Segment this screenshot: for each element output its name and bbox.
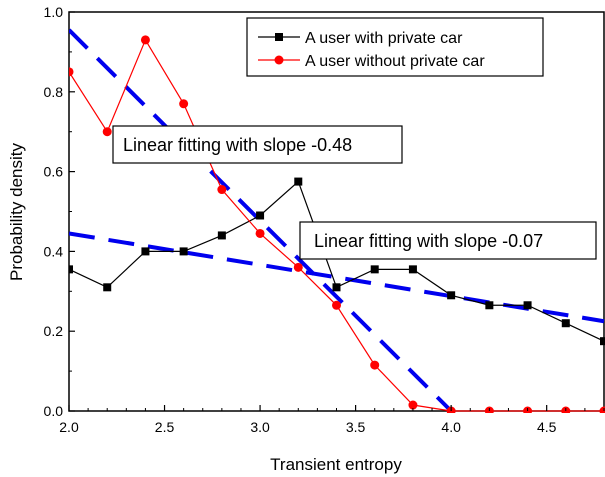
y-axis-label: Probability density xyxy=(7,143,26,281)
data-point-square xyxy=(600,337,605,345)
data-point-square xyxy=(256,211,264,219)
annotation-text: Linear fitting with slope -0.48 xyxy=(123,135,352,155)
y-tick-label: 0.0 xyxy=(44,403,64,419)
data-point-circle xyxy=(217,185,226,194)
y-tick-label: 0.2 xyxy=(44,323,64,339)
data-point-square xyxy=(409,265,417,273)
data-point-square xyxy=(103,283,111,291)
y-tick-label: 1.0 xyxy=(44,4,64,20)
annotation-text: Linear fitting with slope -0.07 xyxy=(314,231,543,251)
y-tick-label: 0.6 xyxy=(44,164,64,180)
data-point-circle xyxy=(179,99,188,108)
legend-label: A user with private car xyxy=(305,30,463,47)
x-tick-label: 4.5 xyxy=(537,419,557,435)
fit-lines xyxy=(69,30,604,411)
data-point-square xyxy=(65,265,73,273)
legend-marker-square xyxy=(275,33,283,41)
data-point-square xyxy=(524,301,532,309)
legend-label: A user without private car xyxy=(305,53,485,70)
data-point-circle xyxy=(332,301,341,310)
data-point-square xyxy=(218,231,226,239)
data-point-square xyxy=(562,319,570,327)
y-tick-label: 0.8 xyxy=(44,84,64,100)
data-point-circle xyxy=(103,127,112,136)
x-tick-label: 4.0 xyxy=(441,419,461,435)
data-point-square xyxy=(294,178,302,186)
data-point-circle xyxy=(370,361,379,370)
x-tick-label: 2.5 xyxy=(155,419,175,435)
x-tick-label: 3.5 xyxy=(346,419,366,435)
data-point-square xyxy=(141,247,149,255)
data-point-circle xyxy=(256,229,265,238)
y-tick-label: 0.4 xyxy=(44,243,64,259)
x-axis-label: Transient entropy xyxy=(270,455,402,474)
series-line-0 xyxy=(69,182,604,342)
x-tick-label: 3.0 xyxy=(250,419,270,435)
annotations: Linear fitting with slope -0.48 Linear fi… xyxy=(113,126,596,259)
data-point-square xyxy=(333,283,341,291)
data-point-square xyxy=(485,301,493,309)
data-point-circle xyxy=(141,35,150,44)
data-point-square xyxy=(180,247,188,255)
data-point-square xyxy=(371,265,379,273)
data-point-circle xyxy=(294,263,303,272)
legend: A user with private car A user without pr… xyxy=(247,18,543,76)
data-point-circle xyxy=(65,67,74,76)
legend-marker-circle xyxy=(275,56,284,65)
x-tick-label: 2.0 xyxy=(59,419,79,435)
data-point-square xyxy=(447,291,455,299)
